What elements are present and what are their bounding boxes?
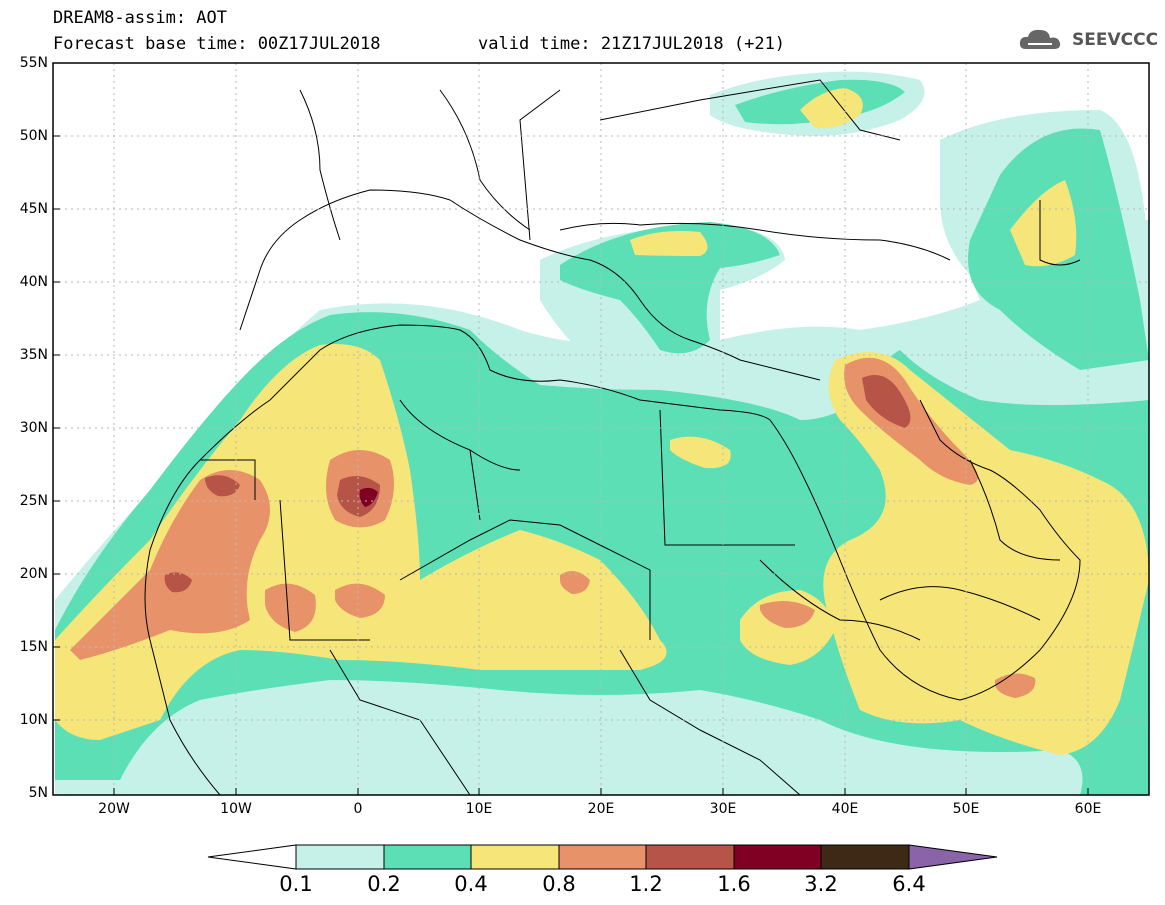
colorbar	[207, 844, 998, 870]
aot-level-0.4	[670, 436, 731, 469]
colorbar-label: 6.4	[892, 872, 926, 896]
colorbar-over-arrow	[908, 844, 998, 870]
lon-label: 40E	[831, 801, 859, 817]
forecast-base-time: Forecast base time: 00Z17JUL2018	[53, 34, 381, 54]
lat-label: 15N	[19, 639, 48, 655]
lon-label: 20W	[98, 801, 130, 817]
colorbar-bin-0.1	[295, 844, 385, 870]
lon-label: 10E	[465, 801, 493, 817]
lat-label: 20N	[19, 566, 48, 582]
cloud-icon	[1019, 29, 1061, 49]
colorbar-bin-1.6	[733, 844, 822, 870]
lat-label: 35N	[19, 347, 48, 363]
lon-label: 10W	[220, 801, 252, 817]
colorbar-bin-0.4	[470, 844, 560, 870]
lat-label: 25N	[19, 493, 48, 509]
lon-label: 50E	[952, 801, 980, 817]
valid-time: valid time: 21Z17JUL2018 (+21)	[478, 34, 786, 54]
lat-label: 45N	[19, 201, 48, 217]
colorbar-bin-0.2	[383, 844, 472, 870]
graticule	[53, 63, 1149, 795]
colorbar-label: 1.6	[717, 872, 751, 896]
aot-level-0.2	[560, 222, 780, 354]
lat-label: 40N	[19, 274, 48, 290]
aot-level-1.2	[862, 375, 911, 428]
colorbar-bin-0.8	[558, 844, 647, 870]
aot-level-0.8	[760, 601, 815, 628]
axis-ticks	[53, 62, 1089, 795]
aot-level-1.2	[205, 475, 240, 497]
aot-level-0.4	[823, 352, 1149, 755]
lat-label: 10N	[19, 712, 48, 728]
lat-label: 50N	[19, 128, 48, 144]
lon-label: 60E	[1074, 801, 1102, 817]
colorbar-label: 0.4	[454, 872, 488, 896]
colorbar-label: 3.2	[804, 872, 838, 896]
aot-level-0.8	[335, 583, 385, 618]
colorbar-label: 0.1	[279, 872, 313, 896]
colorbar-under-arrow	[207, 844, 297, 870]
colorbar-bin-1.2	[645, 844, 735, 870]
lon-label: 0	[353, 801, 363, 817]
aot-level-0.8	[265, 583, 316, 632]
coastlines	[144, 79, 1081, 795]
aot-level-0.8	[70, 470, 270, 660]
aot-level-0.4	[630, 231, 708, 256]
aot-level-0.4	[55, 344, 667, 740]
logo-text: SEEVCCC	[1072, 30, 1159, 50]
aot-level-0.8	[560, 571, 590, 594]
aot-level-0.4	[800, 88, 863, 129]
lon-label: 20E	[587, 801, 615, 817]
colorbar-bin-3.2	[820, 844, 910, 870]
map-title: DREAM8-assim: AOT	[53, 8, 227, 28]
colorbar-label: 0.8	[542, 872, 576, 896]
lon-label: 30E	[709, 801, 737, 817]
lat-label: 30N	[19, 420, 48, 436]
colorbar-label: 0.2	[367, 872, 401, 896]
seevccc-logo: SEEVCCC	[1018, 27, 1158, 53]
lat-label: 5N	[28, 785, 48, 801]
aot-level-0.4	[1010, 180, 1077, 267]
colorbar-label: 1.2	[629, 872, 663, 896]
lat-label: 55N	[19, 55, 48, 71]
aot-level-1.2	[164, 572, 192, 593]
aot-level-1.6	[359, 487, 378, 507]
